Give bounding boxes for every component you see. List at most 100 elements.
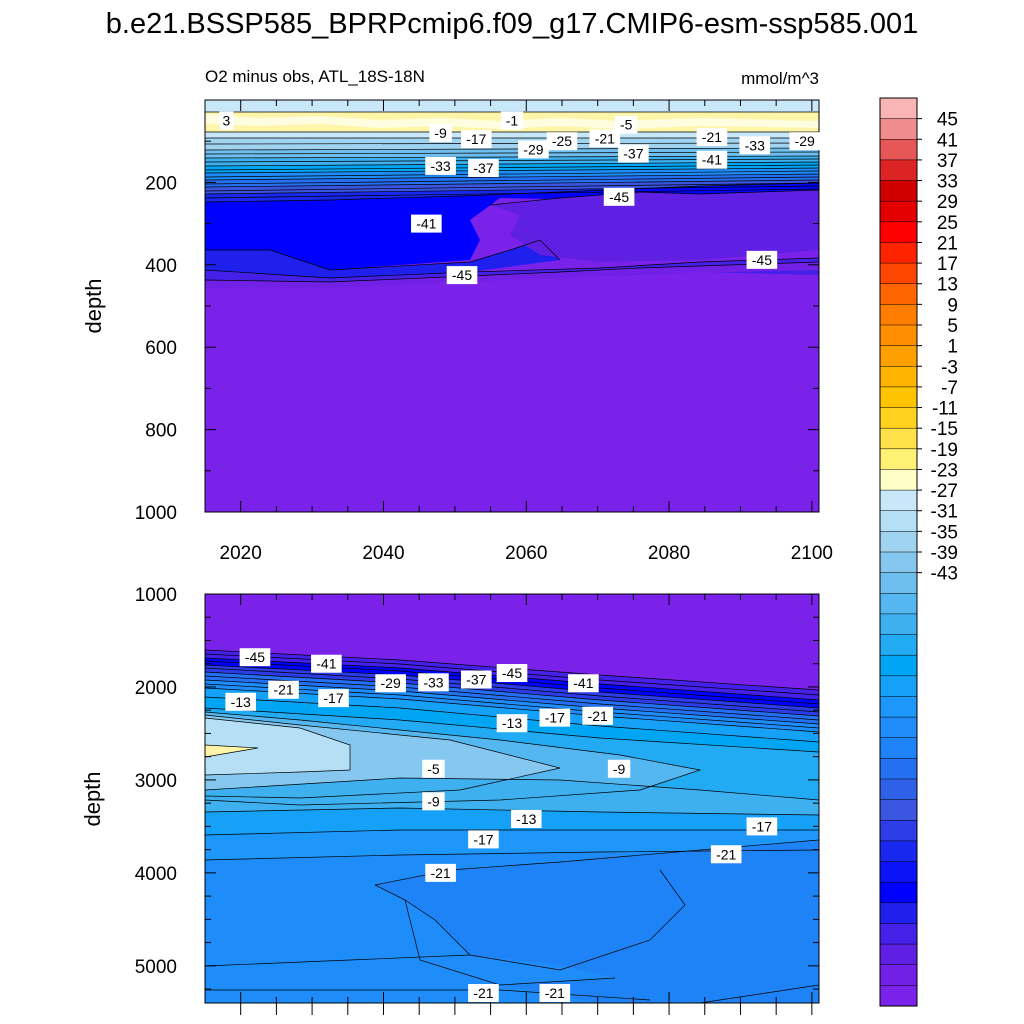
contour-label-box [539,708,571,727]
contour-label: -45 [603,187,635,206]
contour-label: -29 [789,132,821,151]
contour-label-text: -29 [795,133,815,149]
contour-label-text: -45 [752,252,772,268]
contour-label-text: -17 [466,131,486,147]
top-panel: 2020 2040 2060 2080 2100 200 400 600 800 1000 3 -… [81,67,833,564]
colorbar-tick-label: -7 [941,378,958,399]
contour-label-box [603,187,635,206]
colorbar-box [879,985,918,1007]
contour-label-text: -29 [381,675,401,691]
contour-label-box [615,115,638,134]
colorbar-tick-label: 21 [937,233,958,254]
colorbar-box [879,943,918,966]
contour-label-text: 3 [223,113,231,129]
y-tick-label: 3000 [135,771,177,792]
contour-label: -17 [461,130,492,149]
figure-title: b.e21.BSSP585_BPRPcmip6.f09_g17.CMIP6-es… [105,8,919,40]
contour-label-text: -17 [323,690,343,706]
contour-label: -13 [510,809,542,828]
contour-label-text: -21 [716,846,736,862]
contour-label-text: -9 [613,761,626,777]
y-tick-label: 200 [145,173,177,194]
contour-label: -37 [468,158,499,177]
colorbar-box [879,613,918,636]
contour-label-text: -33 [423,674,443,690]
contour-label-text: -21 [702,129,722,145]
contour-label-box [539,984,571,1002]
colorbar-tick-label: 37 [937,151,958,172]
contour-label: -45 [496,664,528,683]
colorbar-box [879,283,918,305]
contour-label-text: -45 [502,665,522,681]
contour-label-box [496,664,528,683]
contour-label: -9 [607,759,631,778]
colorbar-box [879,366,918,388]
contour-label-text: -25 [552,133,572,149]
contour-label-text: -5 [427,761,440,777]
colorbar-tick-label: -15 [931,419,958,440]
colorbar-tick-label: 33 [937,172,958,193]
colorbar-box [879,448,918,471]
colorbar-box [879,345,918,367]
top-y-axis-label: depth [81,278,106,333]
contour-label: 3 [219,111,234,130]
colorbar-box [879,861,918,883]
colorbar-tick-label: -11 [932,399,958,420]
contour-label-text: -37 [473,160,493,176]
contour-label: -33 [418,673,449,692]
contour-label-box [446,266,478,285]
contour-label-text: -5 [620,117,633,133]
contour-label-box [219,111,234,130]
contour-label: -33 [425,156,456,175]
colorbar-box [879,180,918,202]
contour-label: -21 [468,984,499,1002]
colorbar-box [879,840,918,863]
contour-label-box [468,984,499,1002]
contour-label-box [318,689,349,708]
contour-label-text: -9 [427,793,440,809]
y-tick-label: 1000 [135,585,177,606]
contour-label-text: -9 [434,125,447,141]
contour-label: -41 [696,150,728,169]
colorbar-tick-label: 41 [937,130,958,151]
colorbar-tick-label: 29 [937,192,958,213]
bottom-y-ticks: 1000 2000 3000 4000 5000 [135,585,819,990]
contour-label-text: -21 [545,985,565,1001]
contour-label: -45 [239,648,271,667]
colorbar-tick-label: -23 [931,460,958,481]
contour-label-box [496,714,528,733]
contour-label: -29 [375,674,406,693]
contour-label: -37 [618,144,649,163]
top-subtitle-right: mmol/m^3 [741,69,819,88]
contour-label: -33 [739,136,771,155]
contour-label: -9 [429,123,452,142]
contour-label-box [518,140,549,159]
colorbar-box [879,572,918,594]
contour-label-box [500,111,524,130]
colorbar-tick-label: -39 [931,543,958,564]
contour-label-text: -33 [745,137,765,153]
colorbar: 454137332925211713951-3-7-11-15-19-23-27… [879,97,958,1007]
colorbar-box [879,758,918,780]
colorbar-box [879,634,918,656]
contour-label-box [239,648,271,667]
contour-label-text: -21 [430,865,450,881]
contour-label: -17 [468,830,499,849]
colorbar-box [879,242,918,264]
colorbar-box [879,654,918,677]
contour-label-box [618,144,649,163]
colorbar-box [879,964,918,986]
colorbar-boxes [879,97,918,1007]
contour-label: -1 [500,111,524,130]
contour-label-box [510,809,542,828]
colorbar-box [879,881,918,904]
contour-label-box [418,673,449,692]
contour-label: -41 [311,654,342,673]
contour-label-text: -21 [473,985,493,1001]
contour-label-text: -17 [545,710,565,726]
contour-label: -17 [539,708,571,727]
contour-label: -13 [496,714,528,733]
contour-label-text: -45 [609,189,629,205]
contour-label-text: -41 [316,656,336,672]
contour-label-text: -37 [466,672,486,688]
